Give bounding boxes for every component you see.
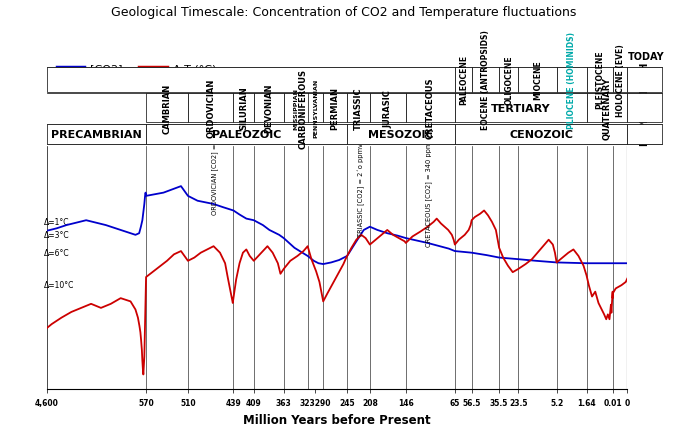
Text: ERA: ERA	[640, 124, 649, 145]
Text: Δ=1°C: Δ=1°C	[44, 218, 69, 227]
Text: DEVONIAN: DEVONIAN	[264, 84, 273, 133]
Text: Δ=10°C: Δ=10°C	[44, 280, 74, 289]
Text: Δ=6°C: Δ=6°C	[44, 249, 69, 258]
Text: ORDOVICIAN [CO2] = 2240 ppmv: ORDOVICIAN [CO2] = 2240 ppmv	[212, 103, 218, 214]
Text: PALEOZOIC: PALEOZOIC	[212, 129, 281, 140]
Text: EPOCH: EPOCH	[640, 61, 649, 98]
Text: PENNSYLVANIAN: PENNSYLVANIAN	[313, 79, 318, 138]
Text: HOLOCENE (EVE): HOLOCENE (EVE)	[616, 44, 624, 116]
Text: PLEISTOCENE: PLEISTOCENE	[595, 51, 604, 109]
Text: SILURIAN: SILURIAN	[239, 86, 248, 130]
Text: JURASIC: JURASIC	[383, 89, 392, 127]
Text: Geological Timescale: Concentration of CO2 and Temperature fluctuations: Geological Timescale: Concentration of C…	[111, 6, 576, 19]
Text: CRETACEOUS: CRETACEOUS	[426, 78, 435, 139]
Text: EOCENE (ANTROPSIDS): EOCENE (ANTROPSIDS)	[481, 30, 490, 130]
Text: PERIOD: PERIOD	[640, 88, 649, 129]
Text: QUATERNARY: QUATERNARY	[602, 77, 611, 140]
Text: TERTIARY: TERTIARY	[491, 103, 550, 114]
Text: ORDOVICIAN: ORDOVICIAN	[206, 79, 215, 138]
Text: CAMBRIAN: CAMBRIAN	[163, 83, 172, 133]
Text: CARBONIFEROUS: CARBONIFEROUS	[299, 68, 308, 148]
Text: Δ=3°C: Δ=3°C	[44, 230, 69, 239]
Text: CRETACEOUS [CO2] = 340 ppmv: CRETACEOUS [CO2] = 340 ppmv	[425, 138, 432, 247]
Text: PALEOCENE: PALEOCENE	[459, 55, 468, 105]
Text: TODAY: TODAY	[628, 52, 664, 62]
Text: TRIASSIC [CO2] = 2´o ppmv: TRIASSIC [CO2] = 2´o ppmv	[358, 143, 365, 237]
Text: PRECAMBRIAN: PRECAMBRIAN	[51, 129, 142, 140]
Text: OLIGOCENE: OLIGOCENE	[504, 55, 513, 105]
X-axis label: Million Years before Present: Million Years before Present	[243, 413, 431, 426]
Text: MIOCENE: MIOCENE	[533, 60, 542, 100]
Text: PERMIAN: PERMIAN	[330, 87, 339, 130]
Text: PLIOCENE (HOMINIDS): PLIOCENE (HOMINIDS)	[567, 31, 576, 129]
Text: CENOZOIC: CENOZOIC	[509, 129, 573, 140]
Text: MISSIPPIAN: MISSIPPIAN	[293, 87, 298, 129]
Text: MESOZOIC: MESOZOIC	[368, 129, 433, 140]
Text: TRIASSIC: TRIASSIC	[354, 87, 363, 129]
Legend: [CO2], Δ T (°C): [CO2], Δ T (°C)	[52, 59, 221, 78]
